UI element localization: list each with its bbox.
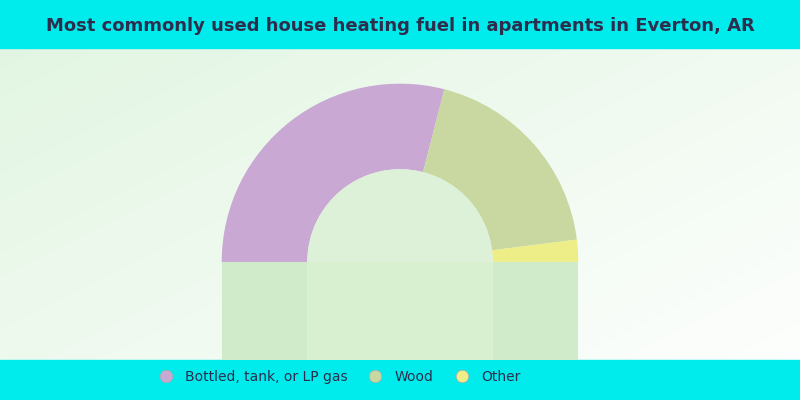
Wedge shape (423, 89, 577, 250)
Polygon shape (307, 262, 493, 360)
Polygon shape (222, 262, 307, 360)
Legend: Bottled, tank, or LP gas, Wood, Other: Bottled, tank, or LP gas, Wood, Other (146, 364, 526, 389)
Wedge shape (222, 84, 444, 262)
Wedge shape (492, 240, 578, 262)
Polygon shape (493, 262, 578, 360)
Bar (0, 0, 800, 48)
Bar (0, 360, 800, 400)
Text: Most commonly used house heating fuel in apartments in Everton, AR: Most commonly used house heating fuel in… (46, 17, 754, 35)
Polygon shape (307, 169, 493, 262)
